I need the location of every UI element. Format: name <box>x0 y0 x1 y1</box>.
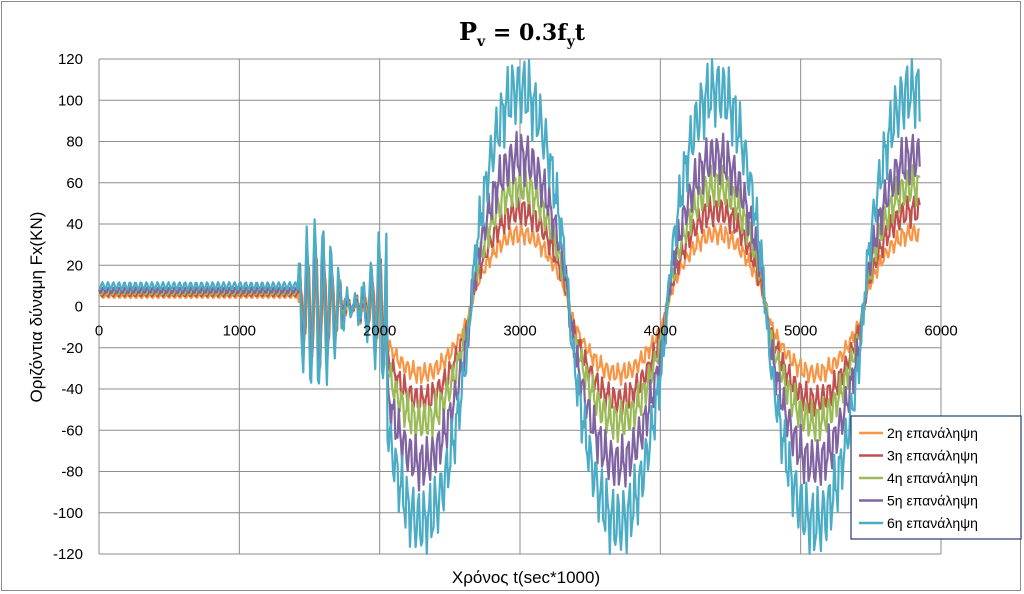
y-tick-label: 40 <box>66 216 83 233</box>
y-tick-label: 60 <box>66 175 83 192</box>
title-main: P <box>459 17 477 46</box>
y-tick-label: 80 <box>66 134 83 151</box>
title-rhs: = 0.3f <box>485 20 568 46</box>
chart-title: Pv = 0.3fyt <box>459 17 586 50</box>
x-tick-label: 3000 <box>503 323 536 340</box>
y-tick-label: 0 <box>75 299 83 316</box>
title-rhs-tail: t <box>575 20 586 46</box>
y-tick-label: 100 <box>58 92 83 109</box>
series-line-4 <box>97 164 921 444</box>
y-tick-labels: 120 100 80 60 40 20 0 -20 -40 -60 -80 -100 -120 <box>53 51 83 563</box>
y-tick-label: 20 <box>66 257 83 274</box>
y-tick-label: -120 <box>53 546 83 563</box>
x-tick-label: 0 <box>95 323 103 340</box>
series-line-6 <box>98 57 921 556</box>
legend: 2η επανάληψη 3η επανάληψη 4η επανάληψη 5η ε… <box>850 415 1022 540</box>
x-tick-labels: 0 1000 2000 3000 4000 5000 6000 <box>95 323 958 340</box>
y-tick-label: -40 <box>61 381 83 398</box>
legend-entry-label: 3η επανάληψη <box>887 448 978 464</box>
legend-entry-label: 4η επανάληψη <box>887 470 978 486</box>
x-tick-label: 2000 <box>363 323 396 340</box>
series-lines <box>97 57 921 556</box>
x-tick-label: 4000 <box>644 323 677 340</box>
y-tick-label: -100 <box>53 505 83 522</box>
y-tick-label: 120 <box>58 51 83 68</box>
x-tick-label: 6000 <box>924 323 957 340</box>
series-line-3 <box>98 194 921 419</box>
y-axis-title: Οριζόντια δύναμη Fx(KN) <box>27 212 46 403</box>
legend-entry-label: 5η επανάληψη <box>887 493 978 509</box>
x-tick-label: 5000 <box>784 323 817 340</box>
series-line-2 <box>98 221 921 386</box>
title-main-sub: v <box>476 34 486 50</box>
y-tick-label: -20 <box>61 340 83 357</box>
x-tick-label: 1000 <box>223 323 256 340</box>
legend-entry-label: 6η επανάληψη <box>887 515 978 531</box>
y-tick-label: -60 <box>61 422 83 439</box>
legend-entry-label: 2η επανάληψη <box>887 425 978 441</box>
y-tick-label: -80 <box>61 464 83 481</box>
x-axis-title: Χρόνος t(sec*1000) <box>452 568 600 587</box>
title-rhs-sub: y <box>566 34 576 50</box>
